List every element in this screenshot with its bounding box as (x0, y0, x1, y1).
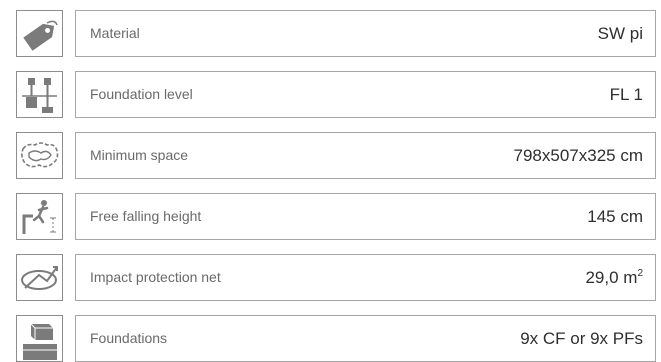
spec-value: FL 1 (609, 85, 643, 104)
spec-label: Material (90, 25, 140, 41)
spec-label: Minimum space (90, 147, 189, 163)
spec-field-minimum-space: Minimum space 798x507x325 cm (75, 132, 656, 179)
spec-label: Free falling height (90, 208, 202, 224)
spec-label: Impact protection net (90, 269, 221, 285)
spec-field-free-falling-height: Free falling height 145 cm (75, 193, 656, 240)
falling-figure-icon (16, 193, 63, 240)
spec-value: SW pi (597, 24, 643, 43)
spec-label: Foundation level (90, 86, 193, 102)
foundation-level-icon (16, 71, 63, 118)
spec-value: 798x507x325 cm (513, 146, 643, 165)
spec-row-minimum-space: Minimum space 798x507x325 cm (0, 132, 661, 179)
tag-icon (16, 10, 63, 57)
spec-row-impact-protection: Impact protection net 29,0 m2 (0, 254, 661, 301)
space-outline-icon (16, 132, 63, 179)
spec-row-foundation-level: Foundation level FL 1 (0, 71, 661, 118)
impact-area-icon (16, 254, 63, 301)
spec-value: 145 cm (587, 207, 643, 226)
spec-row-material: Material SW pi (0, 10, 661, 57)
spec-value: 29,0 m2 (585, 255, 643, 300)
spec-field-impact-protection: Impact protection net 29,0 m2 (75, 254, 656, 301)
spec-field-foundations: Foundations 9x CF or 9x PFs (75, 315, 656, 362)
spec-field-material: Material SW pi (75, 10, 656, 57)
foundation-block-icon (16, 315, 63, 362)
spec-row-free-falling-height: Free falling height 145 cm (0, 193, 661, 240)
spec-value-superscript: 2 (637, 268, 643, 279)
spec-label: Foundations (90, 330, 168, 346)
spec-value-number: 29,0 m (585, 268, 638, 287)
spec-row-foundations: Foundations 9x CF or 9x PFs (0, 315, 661, 362)
spec-field-foundation-level: Foundation level FL 1 (75, 71, 656, 118)
spec-value: 9x CF or 9x PFs (520, 329, 643, 348)
